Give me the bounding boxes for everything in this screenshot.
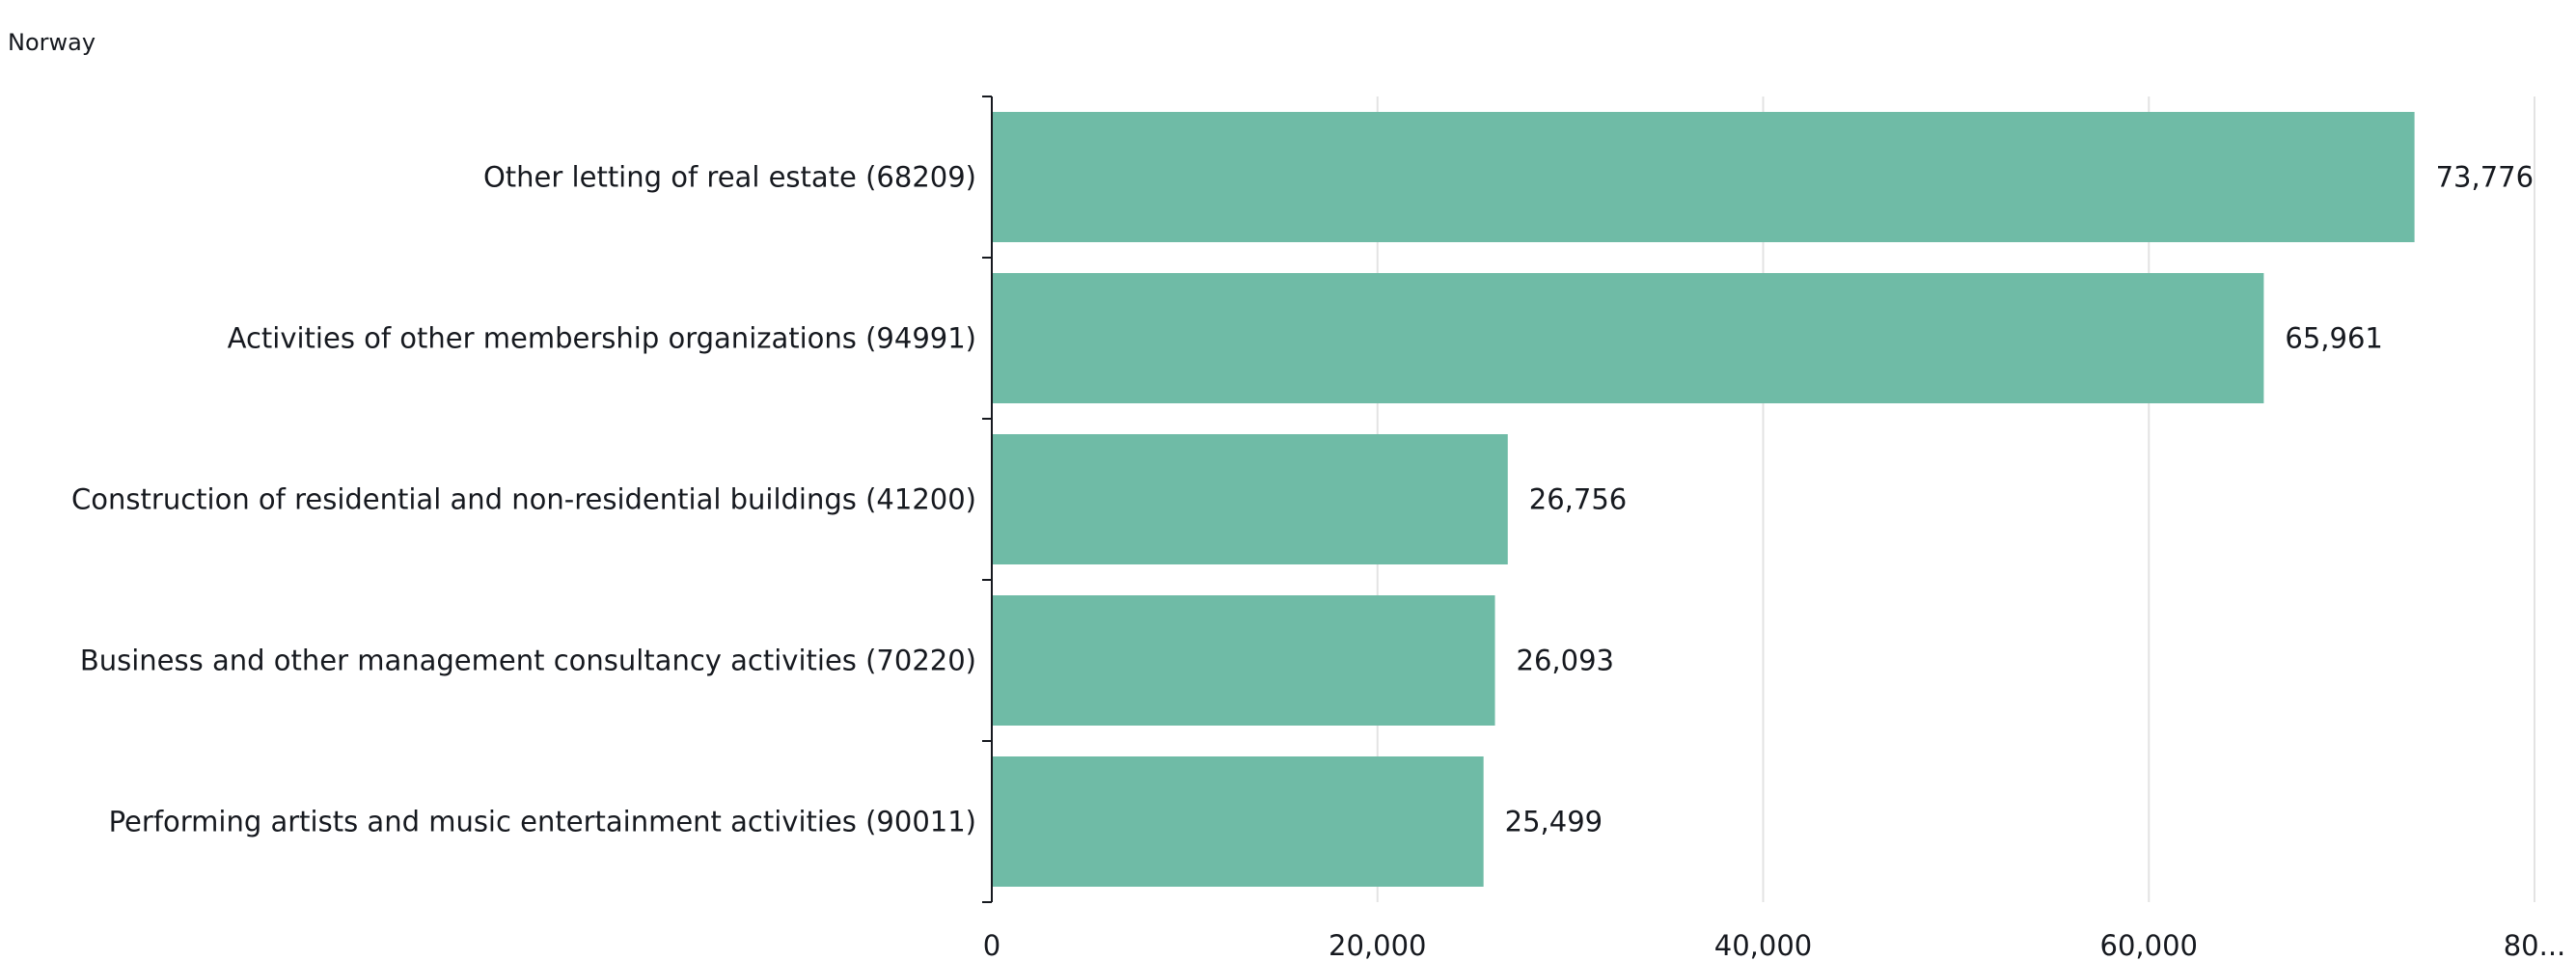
x-tick-label: 80...: [2504, 929, 2566, 961]
value-label: 26,093: [1517, 645, 1614, 677]
bar: [992, 434, 1508, 564]
category-label: Construction of residential and non-resi…: [71, 483, 976, 516]
value-label: 65,961: [2285, 322, 2382, 355]
x-tick-label: 0: [983, 929, 1000, 961]
category-label: Activities of other membership organizat…: [228, 322, 976, 355]
x-tick-label: 60,000: [2100, 929, 2198, 961]
category-label: Performing artists and music entertainme…: [109, 806, 976, 838]
bar: [992, 756, 1484, 887]
bar: [992, 112, 2415, 242]
bar: [992, 273, 2264, 403]
chart-title: Norway: [8, 29, 96, 56]
value-label: 26,756: [1529, 483, 1627, 516]
value-label: 25,499: [1505, 806, 1603, 838]
x-tick-label: 20,000: [1329, 929, 1426, 961]
bar: [992, 595, 1495, 726]
value-label: 73,776: [2436, 161, 2534, 194]
category-label: Other letting of real estate (68209): [483, 161, 976, 194]
category-label: Business and other management consultanc…: [80, 645, 976, 677]
x-tick-label: 40,000: [1714, 929, 1812, 961]
